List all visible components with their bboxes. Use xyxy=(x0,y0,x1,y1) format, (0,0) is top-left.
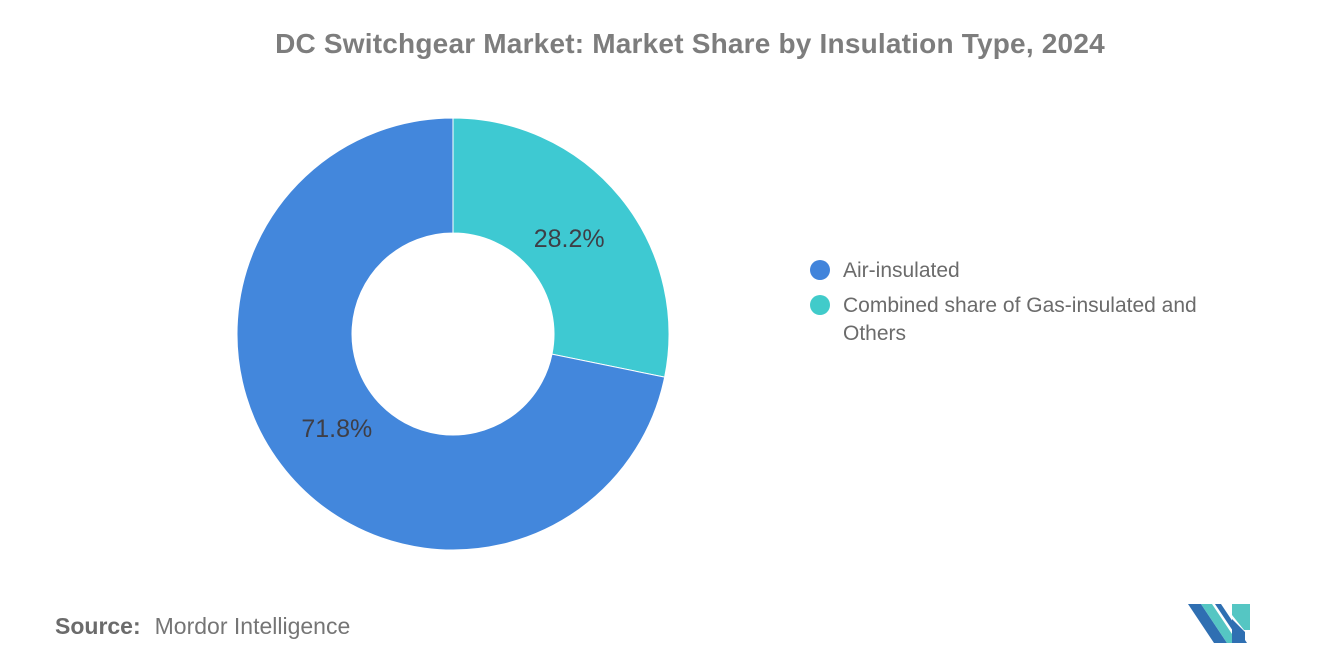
logo-left-blue-band xyxy=(1188,604,1227,643)
chart-title: DC Switchgear Market: Market Share by In… xyxy=(275,28,1105,59)
source-value: Mordor Intelligence xyxy=(154,613,351,639)
legend-label-combined-share: Combined share of Gas-insulated and Othe… xyxy=(843,294,1197,345)
donut-slice-0[interactable] xyxy=(452,117,670,378)
slice-label-1: 71.8% xyxy=(301,415,372,443)
chart-legend: Air-insulated Combined share of Gas-insu… xyxy=(810,257,1230,355)
logo-teal-band xyxy=(1201,604,1238,643)
donut-slice-1[interactable] xyxy=(236,117,666,551)
legend-label-air-insulated: Air-insulated xyxy=(843,259,960,282)
legend-marker-combined-share-icon xyxy=(810,295,830,315)
slice-label-0: 28.2% xyxy=(534,225,605,253)
legend-item-combined-share[interactable]: Combined share of Gas-insulated and Othe… xyxy=(810,292,1230,348)
logo-blue-triangle xyxy=(1232,619,1245,643)
source-note: Source: Mordor Intelligence xyxy=(55,613,350,640)
mordor-intelligence-logo xyxy=(1188,604,1250,643)
legend-item-air-insulated[interactable]: Air-insulated xyxy=(810,257,1230,285)
logo-teal-block xyxy=(1232,604,1250,630)
legend-marker-air-insulated-icon xyxy=(810,260,830,280)
source-label: Source: xyxy=(55,613,141,639)
